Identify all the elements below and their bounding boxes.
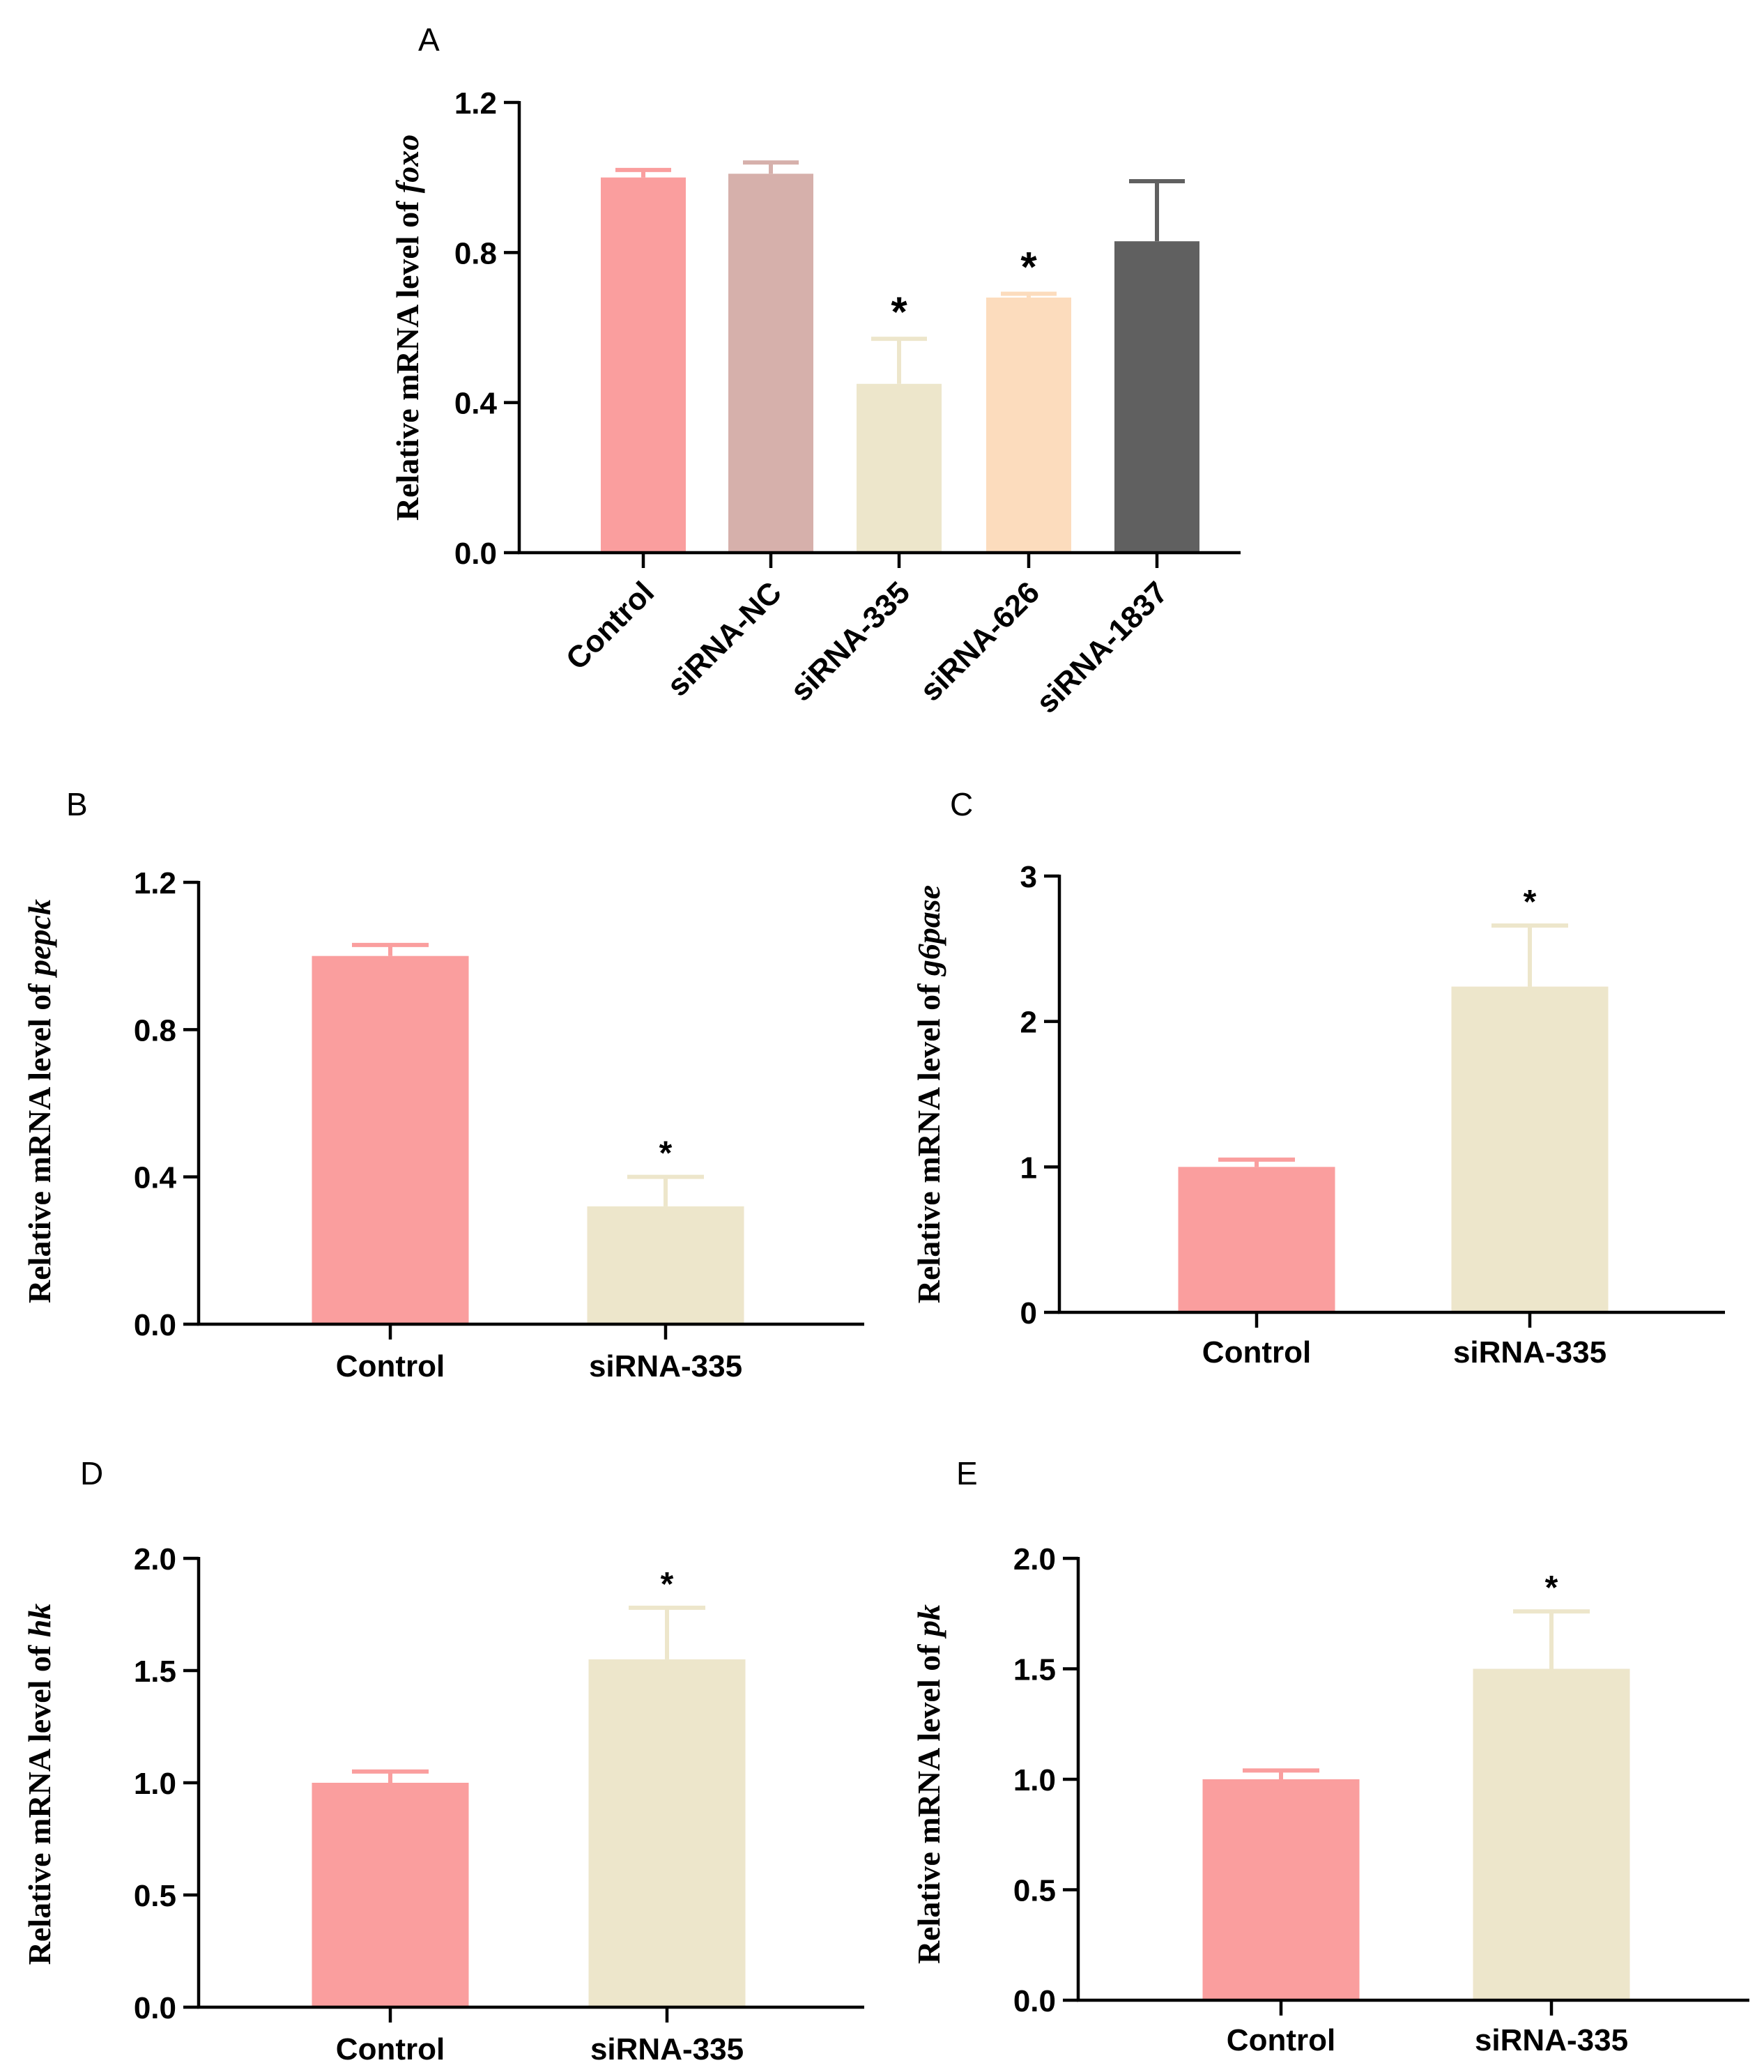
y-axis-label-prefix: Relative mRNA level of bbox=[22, 1637, 57, 1965]
x-tick-label: siRNA-1837 bbox=[1029, 575, 1174, 720]
y-tick-label: 2 bbox=[1020, 1006, 1037, 1040]
bar bbox=[312, 956, 469, 1324]
x-tick-label: siRNA-626 bbox=[914, 575, 1046, 707]
y-tick-label: 1.5 bbox=[134, 1655, 176, 1689]
x-tick-label: siRNA-335 bbox=[1453, 1335, 1606, 1369]
y-tick-label: 0.4 bbox=[134, 1161, 177, 1195]
bar bbox=[1114, 241, 1199, 553]
x-tick-label: Control bbox=[336, 2032, 445, 2066]
y-axis-label-gene: hk bbox=[22, 1604, 57, 1638]
y-tick-label: 1.0 bbox=[1013, 1763, 1056, 1797]
y-axis-label: Relative mRNA level of pepck bbox=[22, 899, 57, 1303]
panel-D: D * 0.0 0.5 1.0 1.5 2.0 Control siRNA-335 Relativ… bbox=[22, 1455, 864, 2066]
y-tick-label: 0 bbox=[1020, 1296, 1037, 1330]
y-axis-label: Relative mRNA level of g6pase bbox=[911, 885, 946, 1303]
y-tick-label: 0.5 bbox=[134, 1879, 176, 1913]
significance-marker: * bbox=[659, 1135, 673, 1172]
y-axis-label-prefix: Relative mRNA level of bbox=[911, 976, 946, 1303]
bar bbox=[1178, 1167, 1335, 1312]
x-tick-label: siRNA-NC bbox=[661, 575, 788, 703]
panel-label: B bbox=[66, 786, 88, 822]
x-tick-label: Control bbox=[1202, 1335, 1311, 1369]
bar bbox=[588, 1659, 746, 2007]
panel-label: A bbox=[418, 22, 440, 58]
panel-E: E * 0.0 0.5 1.0 1.5 2.0 Control siRNA-335 Relativ… bbox=[911, 1455, 1749, 2057]
y-axis-label-gene: foxo bbox=[390, 135, 425, 193]
y-tick-label: 0.0 bbox=[454, 537, 497, 571]
significance-marker: * bbox=[1545, 1570, 1558, 1606]
panel-C: C * 0 1 2 3 Control siRNA-335 Relative mRNA leve… bbox=[911, 786, 1725, 1369]
panel-B: B * 0.0 0.4 0.8 1.2 Control siRNA-335 Relative m… bbox=[22, 786, 864, 1383]
bar bbox=[728, 174, 813, 553]
y-axis-label: Relative mRNA level of hk bbox=[22, 1604, 57, 1965]
y-axis-label: Relative mRNA level of pk bbox=[911, 1604, 946, 1964]
y-axis-label-gene: pepck bbox=[22, 899, 57, 979]
y-axis-label-prefix: Relative mRNA level of bbox=[390, 193, 425, 521]
y-axis-label-prefix: Relative mRNA level of bbox=[22, 976, 57, 1303]
bar bbox=[1451, 986, 1609, 1312]
x-tick-label: siRNA-335 bbox=[589, 1349, 742, 1383]
bar bbox=[1473, 1668, 1630, 2000]
y-tick-label: 1.2 bbox=[454, 86, 497, 121]
y-tick-label: 1.0 bbox=[134, 1767, 176, 1801]
x-tick-label: siRNA-335 bbox=[784, 575, 916, 707]
y-axis-label: Relative mRNA level of foxo bbox=[390, 135, 425, 521]
y-tick-label: 0.0 bbox=[134, 1991, 176, 2025]
panel-label: C bbox=[950, 786, 973, 822]
y-tick-label: 1 bbox=[1020, 1151, 1037, 1185]
x-tick-label: siRNA-335 bbox=[1475, 2023, 1628, 2057]
y-tick-label: 0.8 bbox=[454, 236, 497, 270]
y-tick-label: 1.5 bbox=[1013, 1653, 1056, 1687]
bar bbox=[312, 1783, 469, 2007]
panel-label: E bbox=[956, 1455, 978, 1491]
x-tick-label: Control bbox=[1227, 2023, 1335, 2057]
bar bbox=[601, 177, 686, 553]
y-tick-label: 2.0 bbox=[1013, 1542, 1056, 1576]
significance-marker: * bbox=[1524, 884, 1537, 921]
y-tick-label: 0.0 bbox=[1013, 1984, 1056, 2018]
y-axis-label-gene: pk bbox=[911, 1604, 946, 1639]
bar bbox=[857, 383, 942, 553]
y-axis-label-gene: g6pase bbox=[911, 885, 946, 976]
x-tick-label: Control bbox=[336, 1349, 445, 1383]
y-tick-label: 0.0 bbox=[134, 1308, 176, 1342]
bar bbox=[986, 297, 1071, 553]
significance-marker: * bbox=[1020, 244, 1037, 291]
y-tick-label: 3 bbox=[1020, 860, 1037, 894]
panel-label: D bbox=[80, 1455, 103, 1491]
y-tick-label: 0.4 bbox=[454, 387, 498, 421]
y-tick-label: 0.8 bbox=[134, 1013, 176, 1047]
y-tick-label: 0.5 bbox=[1013, 1874, 1056, 1908]
significance-marker: * bbox=[891, 289, 907, 335]
x-tick-label: Control bbox=[560, 575, 661, 676]
x-tick-label: siRNA-335 bbox=[590, 2032, 744, 2066]
significance-marker: * bbox=[661, 1566, 674, 1603]
y-axis-label-prefix: Relative mRNA level of bbox=[911, 1636, 946, 1964]
y-tick-label: 1.2 bbox=[134, 866, 176, 900]
bar bbox=[1202, 1779, 1360, 2000]
bar bbox=[587, 1206, 744, 1324]
y-tick-label: 2.0 bbox=[134, 1542, 176, 1576]
